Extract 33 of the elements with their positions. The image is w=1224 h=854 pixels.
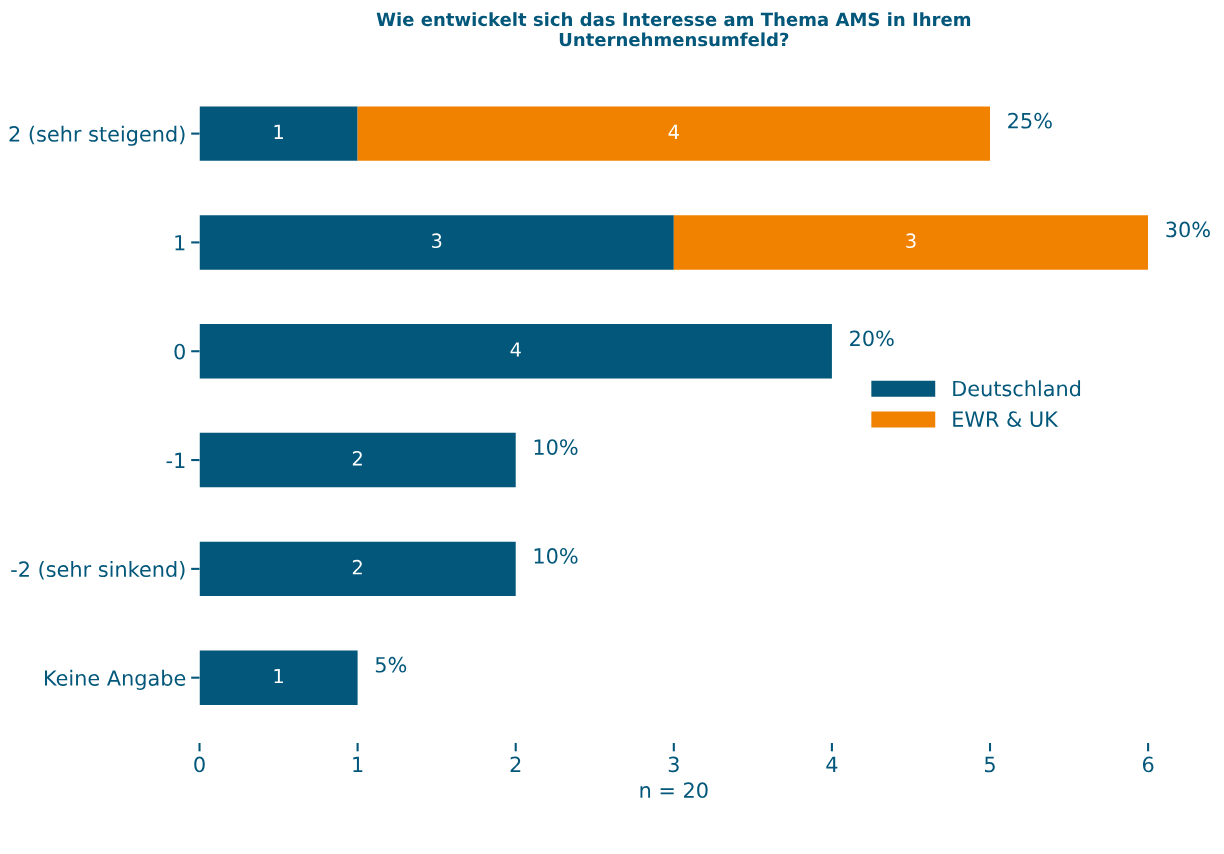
legend-label: EWR & UK: [953, 411, 1059, 427]
annotation: 30%: [1166, 221, 1210, 238]
data-label: 4: [510, 342, 521, 357]
data-label: 1: [274, 668, 283, 684]
annotation: 25%: [1008, 112, 1052, 129]
y-tick-label: 0: [174, 343, 185, 360]
data-label: 2: [352, 559, 362, 575]
annotation: 10%: [534, 439, 578, 455]
x-tick-label: 4: [826, 756, 838, 772]
annotation: 10%: [534, 548, 578, 564]
x-axis-title: n = 20: [640, 782, 708, 799]
data-label: 2: [352, 450, 362, 466]
data-label: 4: [668, 124, 679, 139]
chart-title: Wie entwickelt sich das Interesse am Thema AMS in Ihrem Unternehmensumfeld?: [376, 12, 971, 47]
y-tick-label: 2 (sehr steigend): [9, 125, 185, 146]
y-tick-label: -2 (sehr sinkend): [11, 560, 185, 580]
y-tick-label: Keine Angabe: [45, 669, 186, 690]
y-tick-label: -1: [166, 452, 185, 468]
bar: [357, 106, 991, 161]
data-label: 3: [906, 233, 916, 249]
x-tick-label: 5: [984, 756, 995, 773]
x-tick-label: 1: [353, 756, 363, 772]
data-label: 3: [431, 233, 442, 249]
x-tick-label: 6: [1142, 756, 1154, 773]
legend-label: Deutschland: [953, 380, 1081, 397]
annotation: 20%: [850, 330, 894, 347]
data-label: 1: [274, 124, 283, 139]
x-tick-label: 0: [194, 756, 205, 773]
x-tick-label: 3: [668, 756, 679, 773]
bar: [673, 215, 1149, 270]
annotation: 5%: [375, 656, 407, 673]
x-tick-label: 2: [510, 756, 521, 772]
y-tick-label: 1: [175, 235, 185, 251]
